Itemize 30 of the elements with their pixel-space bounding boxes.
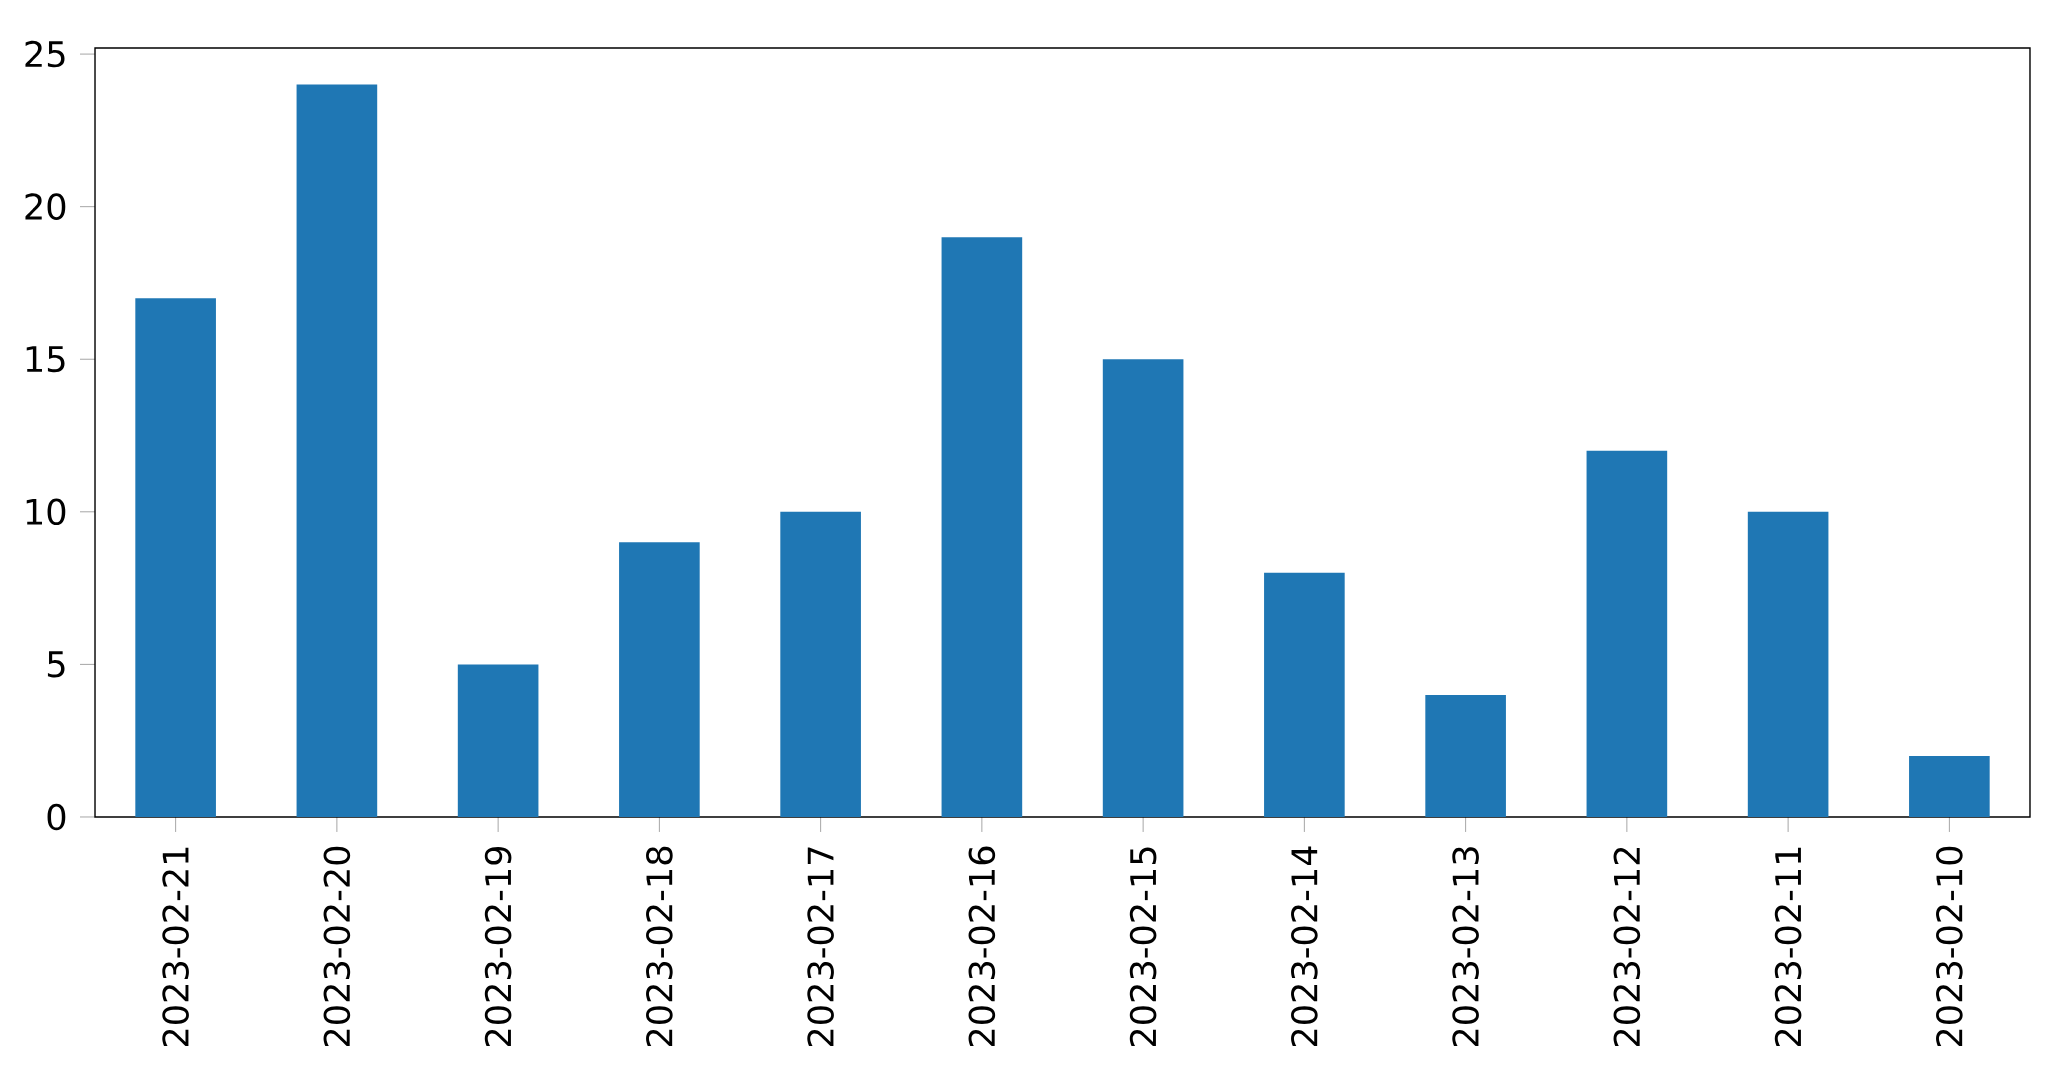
y-tick-label: 10 bbox=[26, 498, 66, 526]
x-tick-label: 2023-02-14 bbox=[1291, 846, 1318, 1047]
y-tick-label: 5 bbox=[47, 651, 65, 678]
bar bbox=[1264, 572, 1345, 817]
x-tick-label: 2023-02-11 bbox=[1774, 847, 1802, 1047]
bar bbox=[1425, 694, 1506, 817]
bar bbox=[941, 237, 1023, 817]
bar bbox=[1909, 755, 1990, 817]
x-tick-label: 2023-02-15 bbox=[1129, 847, 1157, 1047]
x-tick-label: 2023-02-13 bbox=[1452, 847, 1479, 1047]
y-tick-label: 25 bbox=[25, 40, 65, 68]
bar bbox=[296, 84, 378, 817]
x-tick-label: 2023-02-16 bbox=[968, 846, 996, 1047]
bar bbox=[457, 664, 539, 817]
bar bbox=[135, 298, 216, 817]
x-tick-label: 2023-02-18 bbox=[646, 846, 673, 1047]
bar bbox=[619, 542, 700, 817]
y-tick-label: 0 bbox=[47, 803, 66, 831]
y-tick-label: 20 bbox=[25, 193, 66, 220]
x-tick-label: 2023-02-21 bbox=[162, 847, 189, 1047]
x-tick-label: 2023-02-19 bbox=[484, 846, 512, 1047]
x-tick-label: 2023-02-10 bbox=[1936, 846, 1963, 1047]
bar bbox=[1586, 450, 1668, 817]
y-tick-label: 15 bbox=[26, 346, 65, 373]
x-tick-label: 2023-02-12 bbox=[1613, 847, 1641, 1047]
x-tick-label: 2023-02-20 bbox=[323, 846, 351, 1047]
bar bbox=[1747, 511, 1829, 817]
x-tick-label: 2023-02-17 bbox=[807, 847, 834, 1047]
bar bbox=[780, 511, 861, 817]
bar bbox=[1102, 359, 1184, 817]
